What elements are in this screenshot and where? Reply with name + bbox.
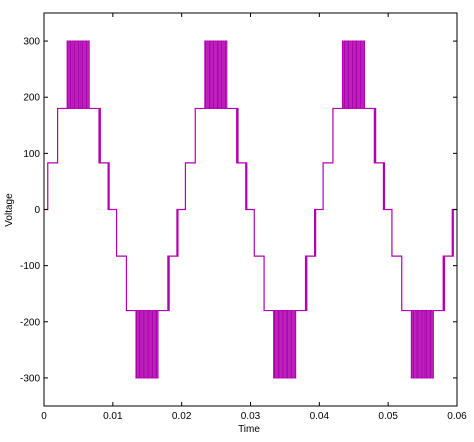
x-tick-label: 0.04 — [310, 411, 330, 422]
y-axis-label: Voltage — [4, 193, 15, 227]
y-tick-label: -200 — [20, 317, 40, 328]
y-tick-label: 0 — [34, 205, 40, 216]
axes-layer: 0 0.01 0.02 0.03 0.04 0.05 0.06 300 200 100 0 -100 -… — [20, 12, 467, 422]
x-tick-label: 0 — [41, 411, 47, 422]
series-layer — [44, 40, 457, 379]
y-tick-label: 200 — [23, 93, 40, 104]
y-tick-label: 300 — [23, 37, 40, 48]
x-axis-label: Time — [238, 424, 260, 435]
x-tick-label: 0.02 — [172, 411, 192, 422]
y-tick-label: -100 — [20, 261, 40, 272]
x-tick-label: 0.03 — [241, 411, 261, 422]
y-tick-label: -300 — [20, 373, 40, 384]
x-tick-label: 0.06 — [447, 411, 467, 422]
y-tick-label: 100 — [23, 149, 40, 160]
series-line-voltage — [44, 40, 457, 379]
x-tick-label: 0.05 — [378, 411, 398, 422]
x-tick-label: 0.01 — [103, 411, 123, 422]
